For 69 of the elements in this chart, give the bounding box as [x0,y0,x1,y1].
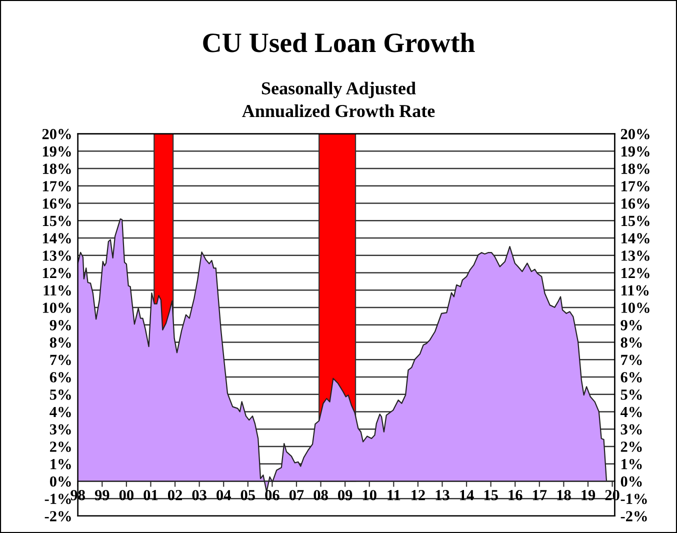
y2-tick-label: 20% [620,128,650,140]
y2-tick-label: -1% [620,494,647,504]
x-tick-label: 17 [532,490,547,500]
x-tick-label: 11 [388,490,400,500]
y-tick-label: 12% [42,268,71,278]
y-tick-label: 0% [50,476,71,487]
x-tick-label: 16 [508,490,522,500]
y-tick-label: 14% [42,233,71,244]
y-tick-label: -1% [44,494,71,504]
y2-tick-label: 15% [621,216,650,226]
y-tick-label: 18% [42,164,71,174]
y2-tick-label: 19% [621,146,650,157]
y-tick-label: 7% [50,354,71,366]
x-tick-label: 99 [94,490,110,500]
y2-tick-label: 8% [620,337,642,348]
y-tick-label: 8% [50,337,71,348]
x-tick-label: 18 [557,490,571,500]
y-tick-label: 4% [50,406,71,418]
y2-tick-label: 11% [621,285,649,296]
x-tick-label: 15 [484,490,498,500]
y-tick-label: -2% [44,511,71,522]
y2-tick-label: 1% [621,458,642,470]
x-tick-label: 07 [289,490,304,500]
y2-tick-label: 7% [621,354,642,366]
y2-tick-label: 0% [620,476,642,487]
y-tick-label: 16% [42,198,71,209]
chart-subtitle: Seasonally Adjusted Annualized Growth Rate [242,82,435,118]
y-tick-label: 15% [42,216,71,226]
y-tick-label: 5% [50,389,71,400]
y2-tick-label: -2% [620,511,647,522]
y2-tick-label: 5% [620,389,642,400]
x-tick-label: 06 [265,490,280,500]
x-tick-label: 03 [192,490,206,500]
x-tick-label: 09 [338,490,352,500]
y-tick-label: 3% [50,424,71,435]
y2-tick-label: 18% [621,164,650,174]
x-tick-label: 01 [144,490,158,500]
x-tick-label: 19 [582,490,596,500]
x-tick-label: 04 [216,490,231,500]
y-tick-label: 9% [50,320,71,330]
y2-tick-label: 2% [620,442,642,452]
x-tick-label: 13 [436,490,450,500]
x-tick-label: 10 [362,490,376,500]
y-tick-label: 10% [42,302,71,313]
x-tick-label: 14 [460,490,474,500]
y-tick-label: 17% [42,181,71,192]
y-tick-label: 1% [50,458,71,470]
y2-tick-label: 4% [620,406,642,418]
y-tick-label: 13% [42,250,71,261]
y2-tick-label: 10% [621,302,650,313]
y-tick-label: 6% [50,372,71,382]
y2-tick-label: 14% [621,233,650,244]
x-tick-label: 02 [168,490,182,500]
y2-tick-label: 12% [621,268,650,278]
chart-title: CU Used Loan Growth [203,32,475,52]
y2-tick-label: 17% [621,181,650,192]
y2-tick-label: 6% [620,372,642,382]
y2-tick-label: 13% [621,250,650,261]
x-tick-label: 00 [119,490,134,500]
y-tick-label: 20% [42,128,71,140]
x-tick-label: 12 [412,490,425,500]
y-tick-label: 19% [42,146,71,157]
y-tick-label: 2% [50,442,71,452]
y2-tick-label: 3% [620,424,642,435]
x-tick-label: 05 [240,490,255,500]
y2-tick-label: 9% [620,320,642,330]
x-tick-label: 08 [314,490,328,500]
y2-tick-label: 16% [621,198,650,209]
y-tick-label: 11% [44,285,71,296]
